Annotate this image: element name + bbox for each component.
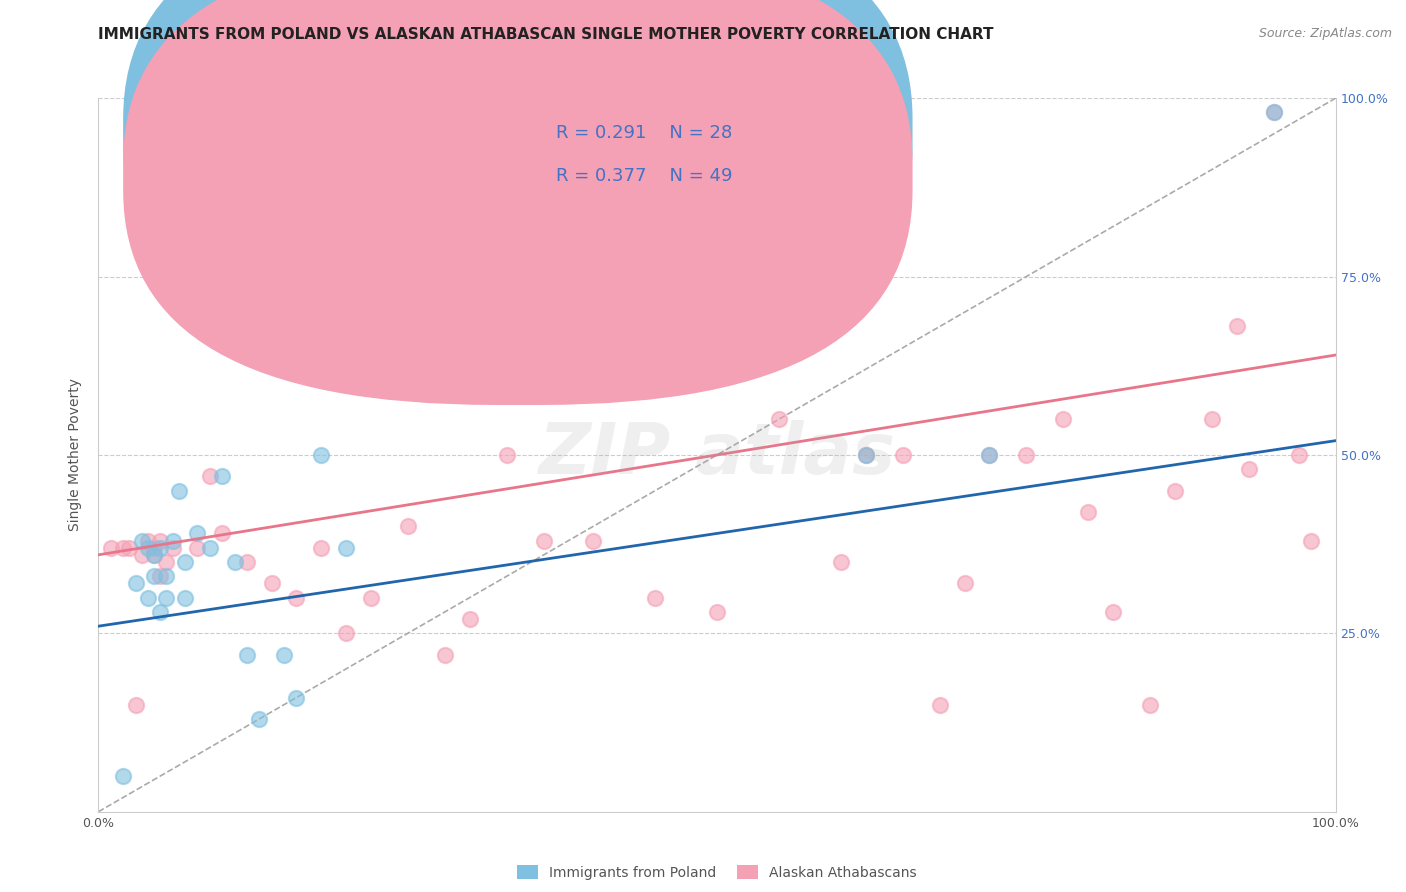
Point <box>768 412 790 426</box>
Point <box>136 541 159 555</box>
Point <box>155 555 177 569</box>
FancyBboxPatch shape <box>124 0 912 405</box>
Point <box>855 448 877 462</box>
Text: ZIP atlas: ZIP atlas <box>538 420 896 490</box>
Point <box>186 526 208 541</box>
Point <box>186 541 208 555</box>
Point <box>1139 698 1161 712</box>
Point <box>131 533 153 548</box>
Point <box>162 541 184 555</box>
Point <box>1164 483 1187 498</box>
Point <box>143 548 166 562</box>
Y-axis label: Single Mother Poverty: Single Mother Poverty <box>69 378 83 532</box>
Point <box>953 576 976 591</box>
Point <box>458 612 481 626</box>
Point <box>830 555 852 569</box>
Point <box>149 533 172 548</box>
Point <box>582 533 605 548</box>
Point <box>309 541 332 555</box>
Point <box>149 541 172 555</box>
Point <box>162 533 184 548</box>
Point <box>112 769 135 783</box>
Point <box>174 555 197 569</box>
Point <box>1201 412 1223 426</box>
Legend: Immigrants from Poland, Alaskan Athabascans: Immigrants from Poland, Alaskan Athabasc… <box>510 858 924 887</box>
Point <box>247 712 270 726</box>
Point <box>335 541 357 555</box>
Point <box>644 591 666 605</box>
Point <box>198 541 221 555</box>
Point <box>198 469 221 483</box>
Point <box>360 591 382 605</box>
Point <box>285 591 308 605</box>
Point <box>112 541 135 555</box>
Point <box>143 548 166 562</box>
Point <box>706 605 728 619</box>
Point <box>143 541 166 555</box>
Point <box>1102 605 1125 619</box>
Point <box>211 526 233 541</box>
Point <box>236 648 259 662</box>
Point <box>1288 448 1310 462</box>
Point <box>1263 105 1285 120</box>
Point <box>533 533 555 548</box>
Point <box>167 483 190 498</box>
Text: IMMIGRANTS FROM POLAND VS ALASKAN ATHABASCAN SINGLE MOTHER POVERTY CORRELATION C: IMMIGRANTS FROM POLAND VS ALASKAN ATHABA… <box>98 27 994 42</box>
Point <box>118 541 141 555</box>
Text: Source: ZipAtlas.com: Source: ZipAtlas.com <box>1258 27 1392 40</box>
Point <box>1077 505 1099 519</box>
Point <box>396 519 419 533</box>
Text: R = 0.377    N = 49: R = 0.377 N = 49 <box>557 167 733 185</box>
Point <box>928 698 950 712</box>
Point <box>1237 462 1260 476</box>
Point <box>149 569 172 583</box>
Point <box>131 548 153 562</box>
Point <box>174 591 197 605</box>
Point <box>260 576 283 591</box>
Point <box>1015 448 1038 462</box>
Point <box>124 576 146 591</box>
Point <box>236 555 259 569</box>
Point <box>979 448 1001 462</box>
Point <box>309 448 332 462</box>
Point <box>1052 412 1074 426</box>
Point <box>155 569 177 583</box>
Point <box>285 690 308 705</box>
Point <box>1226 319 1249 334</box>
Point <box>1263 105 1285 120</box>
FancyBboxPatch shape <box>475 105 810 202</box>
Point <box>136 591 159 605</box>
Point <box>149 605 172 619</box>
Point <box>335 626 357 640</box>
Point <box>495 448 517 462</box>
Point <box>136 533 159 548</box>
Point <box>433 648 456 662</box>
Point <box>155 591 177 605</box>
Point <box>143 569 166 583</box>
Point <box>100 541 122 555</box>
Point <box>174 269 197 284</box>
Point <box>211 469 233 483</box>
Point <box>224 555 246 569</box>
Point <box>1299 533 1322 548</box>
Point <box>891 448 914 462</box>
Point <box>273 648 295 662</box>
FancyBboxPatch shape <box>124 0 912 362</box>
Text: R = 0.291    N = 28: R = 0.291 N = 28 <box>557 124 733 142</box>
Point <box>855 448 877 462</box>
Point <box>124 698 146 712</box>
Point <box>979 448 1001 462</box>
